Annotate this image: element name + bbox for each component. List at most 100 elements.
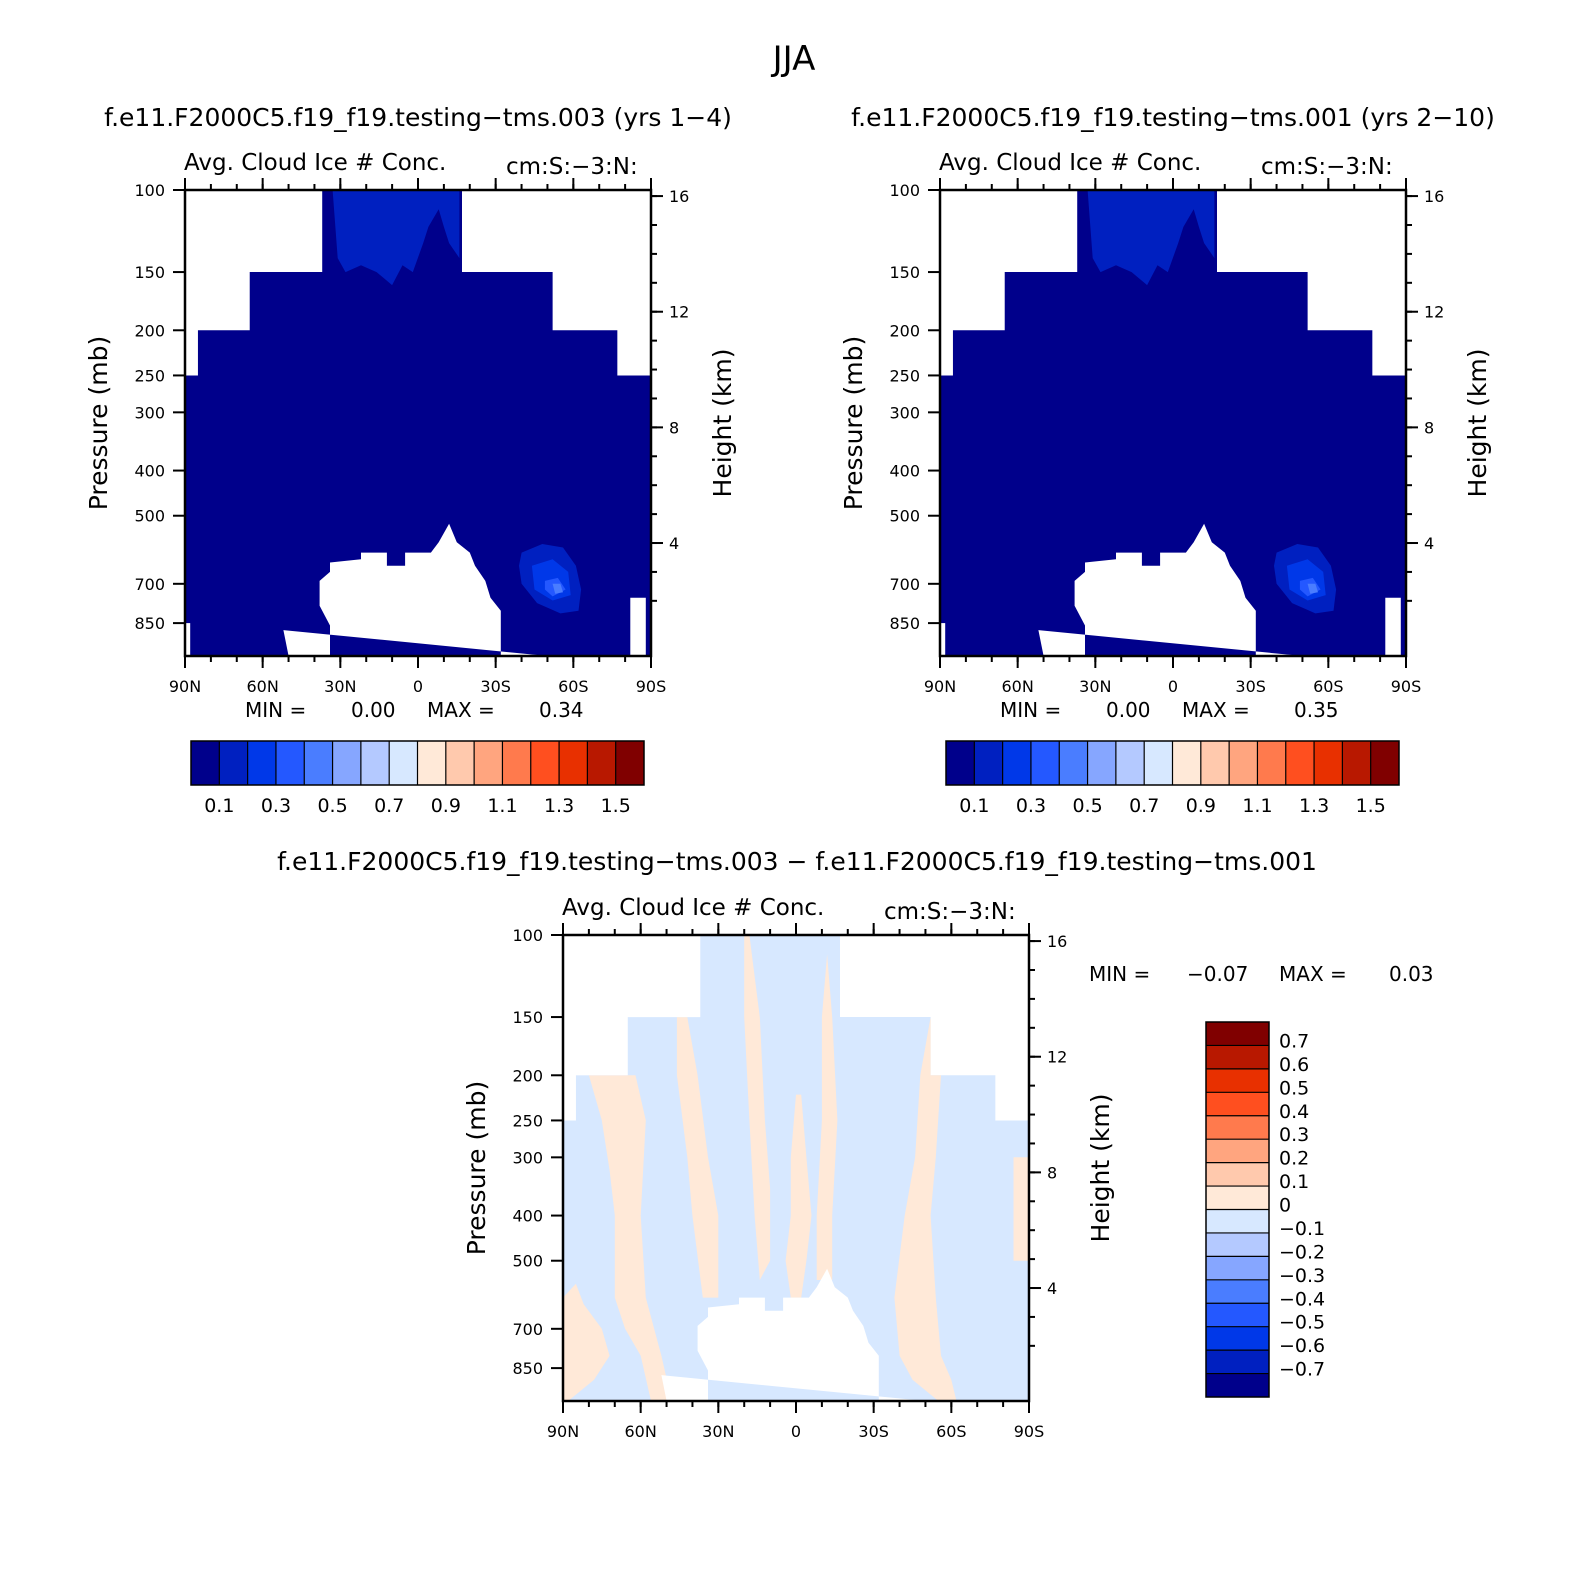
y-tick-label: 700 [512,1320,543,1339]
y-tick-label: 500 [512,1252,543,1271]
contour-band-pos-0 [563,1283,610,1401]
colorbar-label: 1.1 [487,795,517,817]
colorbar: 0.1 0.3 0.5 0.7 0.9 1.1 1.3 1.5 [190,740,645,817]
contour-level-1 [327,190,460,286]
y2-tick-label: 12 [669,303,689,322]
y-tick-label: 500 [134,507,165,526]
colorbar-swatch [1257,741,1286,785]
colorbar-swatch [1206,1373,1269,1397]
panel-2: f.e11.F2000C5.f19_f19.testing−tms.001 (y… [839,103,1495,817]
min-value: 0.00 [1106,698,1151,722]
panel-3: f.e11.F2000C5.f19_f19.testing−tms.003 − … [277,847,1433,1441]
max-value: 0.03 [1389,962,1434,986]
panel-variable-label: Avg. Cloud Ice # Conc. [184,150,446,176]
colorbar-frame [945,740,1400,786]
y2-tick-label: 12 [1047,1048,1067,1067]
y-tick-label: 400 [134,462,165,481]
colorbar-swatch [1200,741,1230,785]
panel-case-title: f.e11.F2000C5.f19_f19.testing−tms.001 (y… [851,103,1495,132]
colorbar-swatch [389,741,418,785]
colorbar-label: 0.2 [1279,1148,1309,1170]
y-tick-label: 400 [512,1207,543,1226]
colorbar-swatch [332,741,361,785]
contour-band-pos-6 [894,1017,957,1401]
y2-axis-title: Height (km) [1086,1094,1115,1243]
y-tick-label: 250 [134,366,165,385]
missing-data-region [1038,523,1303,656]
x-tick-label: 90N [169,677,201,696]
x-tick-label: 90N [547,1422,579,1441]
y-tick-label: 700 [134,575,165,594]
contour-band-pos-2 [676,1017,719,1298]
colorbar-label: 1.3 [1299,795,1329,817]
y2-tick-label: 16 [669,187,689,206]
colorbar-label: 1.3 [544,795,574,817]
colorbar-label: −0.6 [1279,1335,1325,1357]
colorbar-swatch [1115,741,1145,785]
y-tick-label: 250 [889,366,920,385]
colorbar-label: −0.5 [1279,1312,1325,1334]
colorbar-label: 0 [1279,1195,1291,1217]
y2-axis-title: Height (km) [1463,349,1492,498]
y2-tick-label: 4 [1424,534,1434,553]
y-tick-label: 300 [889,403,920,422]
x-tick-label: 30N [324,677,356,696]
colorbar-label: 0.7 [1279,1030,1309,1052]
max-label: MAX = [1182,698,1250,722]
colorbar: 0.1 0.3 0.5 0.7 0.9 1.1 1.3 1.5 [945,740,1400,817]
colorbar-swatch [304,741,333,785]
x-tick-label: 90S [1391,677,1422,696]
contour-level-1 [1082,190,1215,286]
panel-units-label: cm:S:−3:N: [884,899,1016,925]
contour-field [185,190,651,656]
colorbar-label: 0.5 [317,795,347,817]
panel-1: f.e11.F2000C5.f19_f19.testing−tms.003 (y… [84,103,737,817]
colorbar-swatch [587,741,616,785]
missing-edge-n [185,623,191,656]
colorbar-swatch [1342,741,1371,785]
colorbar-label: −0.2 [1279,1241,1325,1263]
y-tick-label: 200 [889,321,920,340]
y2-tick-label: 4 [1047,1279,1057,1298]
colorbar-swatch [530,741,560,785]
colorbar-swatch [1206,1209,1269,1233]
contour-band-pos-7 [1013,1157,1029,1261]
colorbar-swatch [1206,1045,1269,1069]
min-label: MIN = [245,698,306,722]
y2-tick-label: 12 [1424,303,1444,322]
colorbar-label: −0.3 [1279,1265,1325,1287]
colorbar-swatch [1206,1068,1269,1093]
y-tick-label: 500 [889,507,920,526]
max-value: 0.35 [1294,698,1339,722]
colorbar-label: −0.1 [1279,1218,1325,1240]
panel-case-title: f.e11.F2000C5.f19_f19.testing−tms.003 − … [277,847,1317,876]
colorbar-swatch [559,741,588,785]
y-tick-label: 100 [889,181,920,200]
colorbar-label: 1.5 [1356,795,1386,817]
min-label: MIN = [1000,698,1061,722]
colorbar-swatch [1206,1092,1269,1116]
x-tick-label: 30S [1235,677,1266,696]
colorbar-label: 0.3 [261,795,291,817]
colorbar-swatch [1206,1279,1269,1304]
colorbar-label: 0.6 [1279,1054,1309,1076]
colorbar-swatch [1087,741,1116,785]
max-value: 0.34 [539,698,584,722]
colorbar-swatch [1229,741,1258,785]
x-tick-label: 90N [924,677,956,696]
x-tick-label: 30S [480,677,511,696]
y2-tick-label: 8 [1424,418,1434,437]
y2-axis-title: Height (km) [708,349,737,498]
colorbar-swatch [1206,1186,1269,1210]
colorbar-label: 0.1 [204,795,234,817]
colorbar-swatch [1206,1350,1269,1374]
colorbar-label: 0.7 [1129,795,1159,817]
y-tick-label: 200 [512,1066,543,1085]
y-tick-label: 250 [512,1111,543,1130]
missing-edge-n [940,623,946,656]
colorbar-swatch [1206,1022,1269,1046]
y-tick-label: 100 [512,926,543,945]
colorbar-swatch [417,741,446,785]
colorbar-swatch [1206,1139,1269,1163]
colorbar-swatch [1059,741,1088,785]
